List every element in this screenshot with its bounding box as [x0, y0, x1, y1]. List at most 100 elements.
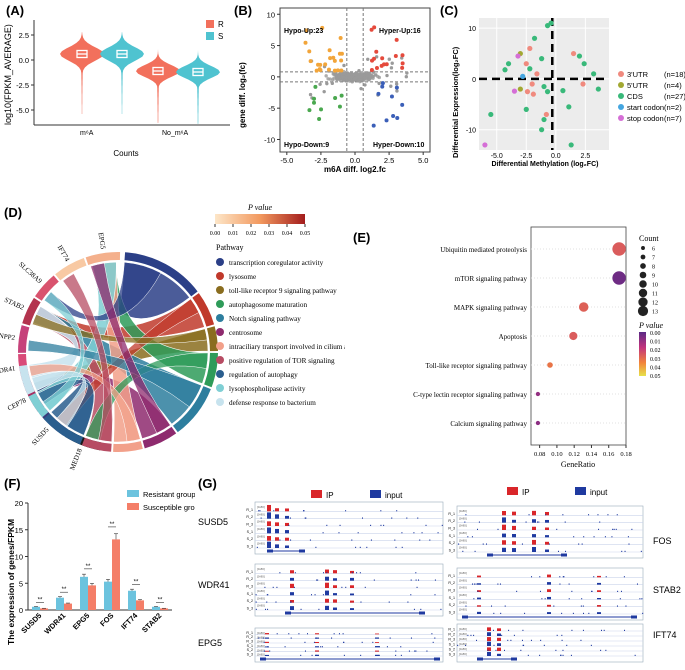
legend-s-swatch — [206, 32, 214, 40]
point-hyper-down — [376, 91, 381, 96]
coverage-peak — [265, 641, 269, 643]
coverage-peak — [350, 570, 354, 574]
x-tick-label: 5.0 — [418, 156, 428, 165]
coverage-peak — [315, 641, 319, 643]
point-ns — [328, 77, 332, 81]
track-range: [0-80] — [459, 652, 467, 656]
coverage-noise — [581, 543, 583, 545]
coverage-peak — [333, 585, 337, 588]
coverage-noise — [406, 517, 408, 519]
coverage-peak — [477, 590, 481, 592]
coverage-peak — [350, 593, 354, 596]
pathway-segment — [28, 392, 49, 418]
point-ns — [374, 73, 378, 77]
track-label: S_3 — [247, 653, 253, 657]
pvalue-ticks: 0.00 0.01 0.02 0.03 0.04 0.05 — [210, 224, 310, 237]
point-cds — [568, 142, 574, 148]
coverage-noise — [260, 517, 262, 519]
coverage-peak — [267, 541, 271, 548]
track-label: R_3 — [448, 527, 455, 531]
panel-label-c: (C) — [440, 3, 458, 18]
legend-region-name: start codon — [627, 103, 664, 112]
coverage-noise — [582, 629, 584, 631]
coverage-noise — [597, 514, 599, 516]
point-5utr — [517, 86, 523, 92]
coverage-noise — [555, 649, 557, 651]
coverage-noise — [416, 586, 418, 588]
coverage-noise — [321, 646, 323, 648]
coverage-noise — [408, 650, 410, 652]
coverage-peak — [597, 605, 601, 607]
coverage-noise — [288, 524, 290, 526]
coverage-noise — [500, 612, 502, 614]
coverage-noise — [556, 528, 558, 530]
coverage-noise — [464, 644, 466, 646]
coverage-peak — [487, 651, 491, 656]
coverage-noise — [620, 590, 622, 592]
coverage-noise — [269, 650, 271, 652]
pathway-label: Ubiquitin mediated proteolysis — [440, 246, 527, 254]
coverage-noise — [636, 583, 638, 585]
coverage-noise — [266, 601, 268, 603]
coverage-noise — [493, 644, 495, 646]
pathway-legend: transcription coregulator activity lysoso… — [216, 258, 371, 407]
coverage-noise — [562, 649, 564, 651]
x-axis-label: GeneRatio — [561, 460, 595, 469]
coverage-noise — [516, 590, 518, 592]
point-hyper-up — [384, 62, 389, 67]
coverage-noise — [426, 650, 428, 652]
point-ns — [324, 74, 328, 78]
point-cds — [541, 83, 547, 90]
track-label: R_2 — [448, 581, 455, 585]
coverage-noise — [313, 641, 315, 643]
panel-label-f: (F) — [4, 476, 21, 491]
coverage-noise — [467, 536, 469, 538]
coverage-peak — [502, 524, 506, 530]
legend-resistant-label: Resistant group — [143, 490, 195, 499]
coverage-peak — [275, 544, 279, 548]
track-range: [0-80] — [257, 648, 265, 652]
sig-marker: ** — [86, 564, 91, 570]
coverage-noise — [356, 572, 358, 574]
legend-input-swatch-left — [370, 490, 381, 498]
track-label: S_1 — [449, 643, 455, 647]
region-legend: 3'UTR (n=18) 5'UTR (n=4) CDS (n=27)start codo… — [618, 70, 685, 123]
coverage-noise — [279, 539, 281, 541]
coverage-noise — [388, 601, 390, 603]
point-ns — [363, 76, 367, 80]
point-cds — [581, 61, 587, 67]
gene-exon — [511, 657, 517, 661]
coverage-peak — [487, 641, 491, 646]
point-hyper-up — [400, 53, 405, 58]
coverage-peak — [487, 627, 491, 631]
coverage-peak — [597, 582, 601, 585]
coverage-noise — [400, 654, 402, 656]
coverage-noise — [503, 649, 505, 651]
gene-segment — [55, 258, 87, 281]
count-legend-label: 9 — [652, 274, 655, 280]
track-range: [0-80] — [459, 516, 467, 520]
panel-e: (E) Ubiquitin mediated proteolysis mTOR s… — [345, 220, 685, 470]
pathway-label: mTOR signaling pathway — [455, 275, 528, 283]
coverage-noise — [337, 646, 339, 648]
coverage-noise — [267, 608, 269, 610]
x-tick-label: 2.5 — [580, 153, 590, 160]
legend-region-count: (n=27) — [664, 92, 685, 101]
coverage-noise — [279, 572, 281, 574]
x-tick-label: 0.18 — [620, 451, 631, 458]
point-cds — [539, 56, 545, 62]
point-hypo-up — [316, 62, 321, 67]
track-blocks: R_1 [0-80] R_2 [0-80] R_3 [0-80] S_1 [0-80] S_2 [… — [246, 501, 644, 663]
point-ns — [405, 71, 409, 75]
legend-resistant-swatch — [127, 490, 139, 497]
coverage-peak — [267, 504, 271, 512]
point-ns — [363, 83, 367, 87]
pathway-segment — [173, 386, 211, 433]
count-legend-dot — [638, 297, 648, 307]
coverage-noise — [616, 605, 618, 607]
pathway-label: C-type lectin receptor signaling pathway — [413, 391, 527, 399]
count-legend-label: 6 — [652, 247, 655, 253]
track-label: R_1 — [246, 631, 253, 635]
x-ticks: 0.08 0.10 0.12 0.14 0.16 0.18 — [534, 445, 632, 458]
track-label: R_1 — [448, 574, 455, 578]
